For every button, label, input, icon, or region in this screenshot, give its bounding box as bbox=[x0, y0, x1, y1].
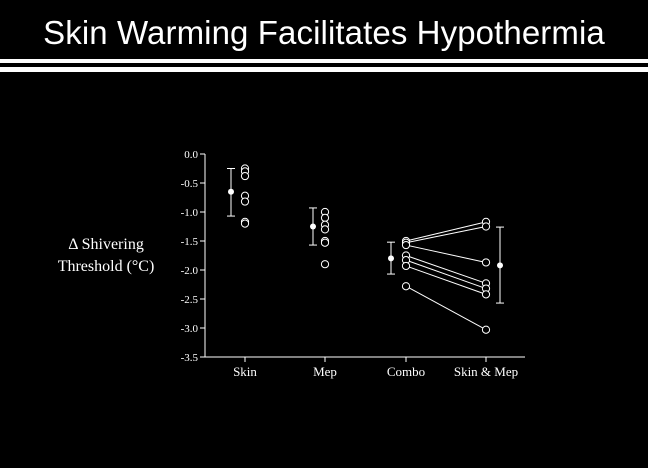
mean-point bbox=[388, 255, 394, 262]
individual-point bbox=[481, 325, 491, 334]
paired-line bbox=[405, 255, 487, 284]
individual-point bbox=[481, 290, 491, 299]
individual-point bbox=[481, 222, 491, 231]
individual-point bbox=[401, 261, 411, 271]
x-tick-label: Skin & Mep bbox=[454, 364, 518, 379]
y-tick-label: -2.0 bbox=[181, 265, 199, 277]
individual-point bbox=[320, 238, 330, 247]
paired-line bbox=[405, 265, 487, 295]
y-tick-label: -2.5 bbox=[181, 294, 199, 306]
individual-point bbox=[240, 197, 250, 206]
paired-line bbox=[405, 226, 487, 244]
individual-point bbox=[320, 260, 330, 269]
individual-point bbox=[481, 258, 491, 267]
y-tick-label: -0.5 bbox=[181, 178, 199, 190]
y-tick-label: -3.5 bbox=[181, 352, 199, 364]
x-tick-label: Skin bbox=[233, 364, 257, 379]
y-tick-label: -1.5 bbox=[181, 236, 199, 248]
individual-point bbox=[401, 282, 411, 291]
paired-line bbox=[405, 221, 487, 242]
mean-point bbox=[228, 188, 234, 195]
x-tick-label: Combo bbox=[387, 364, 425, 379]
title-divider-top bbox=[0, 59, 648, 63]
paired-line bbox=[405, 244, 487, 263]
mean-point bbox=[497, 262, 503, 269]
y-axis-label-line-2: Threshold (°C) bbox=[57, 258, 155, 275]
paired-line bbox=[405, 285, 487, 331]
y-tick-label: -1.0 bbox=[181, 207, 199, 219]
individual-point bbox=[240, 219, 250, 228]
individual-point bbox=[240, 171, 250, 181]
y-tick-label: -3.0 bbox=[181, 323, 199, 335]
y-tick-label: 0.0 bbox=[184, 149, 198, 161]
individual-point bbox=[320, 213, 330, 222]
individual-point bbox=[401, 240, 411, 250]
title-divider-bottom bbox=[0, 67, 648, 72]
individual-point bbox=[320, 225, 330, 234]
y-axis-label-line-1: Δ Shivering bbox=[68, 236, 144, 253]
slide-title: Skin Warming Facilitates Hypothermia bbox=[43, 14, 605, 51]
x-tick-label: Mep bbox=[313, 364, 337, 379]
paired-line bbox=[405, 259, 487, 290]
mean-point bbox=[310, 223, 316, 230]
